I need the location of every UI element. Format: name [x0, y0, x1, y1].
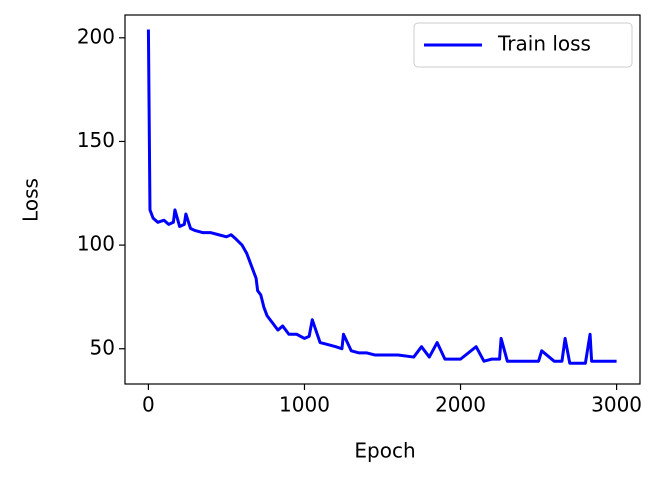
y-tick-label: 100	[77, 232, 115, 256]
plot-frame	[124, 14, 641, 385]
x-tick-label: 1000	[279, 393, 330, 417]
legend-box	[413, 22, 633, 68]
y-tick-label: 150	[77, 128, 115, 152]
y-tick-label: 50	[90, 335, 115, 359]
y-tick-label: 200	[77, 24, 115, 48]
x-axis-label: Epoch	[354, 439, 415, 463]
x-tick-label: 3000	[591, 393, 642, 417]
x-tick-label: 0	[142, 393, 155, 417]
y-axis-label: Loss	[19, 178, 43, 222]
x-tick-label: 2000	[435, 393, 486, 417]
line-series	[146, 29, 617, 365]
legend-label: Train loss	[497, 32, 591, 56]
